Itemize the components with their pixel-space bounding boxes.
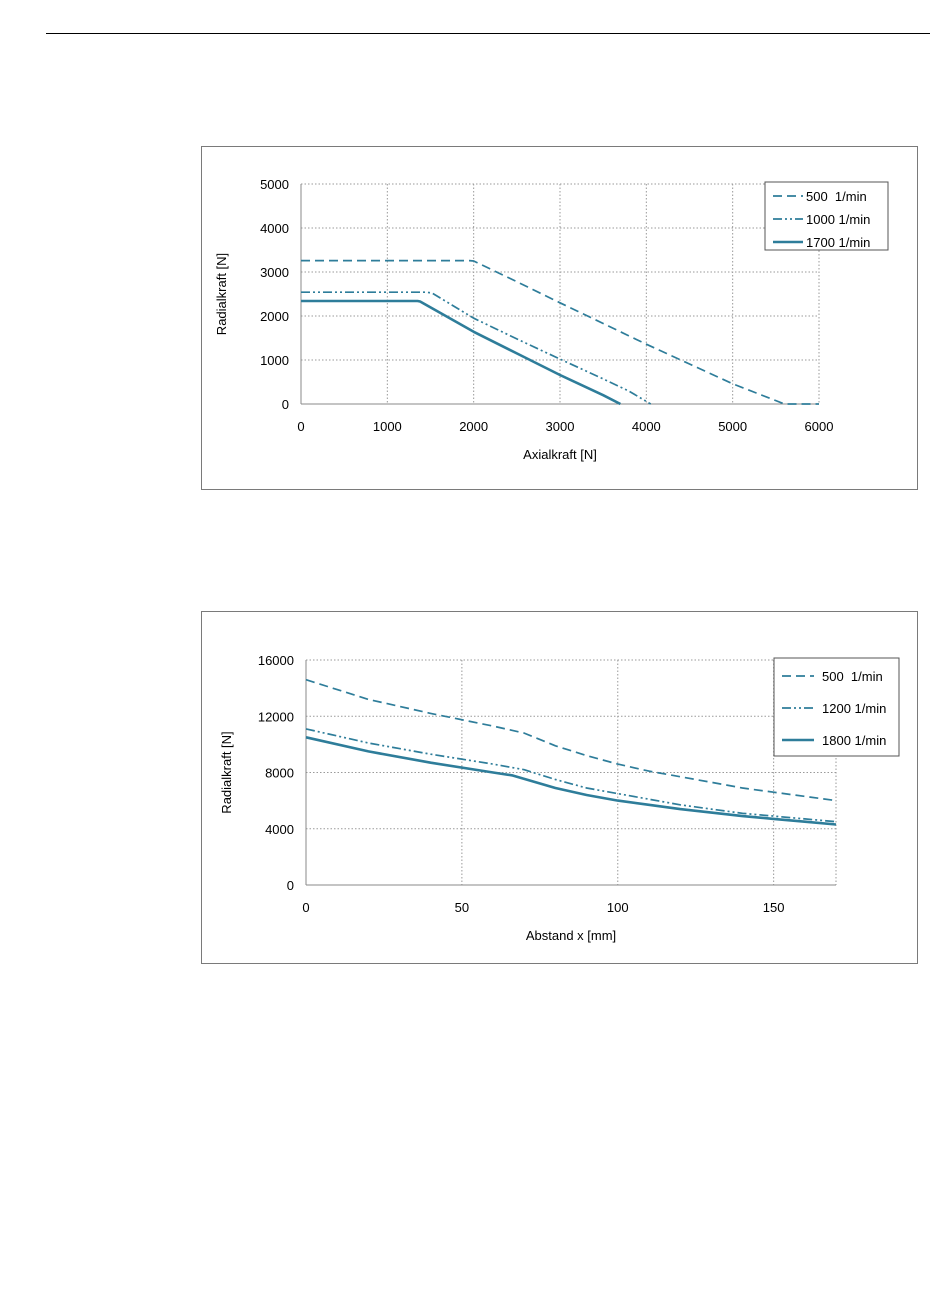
- x-tick-label: 4000: [632, 419, 661, 434]
- legend-label-2: 1000 1/min: [806, 212, 870, 227]
- y-axis-title: Radialkraft [N]: [219, 731, 234, 813]
- series-line-2: [301, 291, 652, 405]
- legend-box: [764, 181, 889, 251]
- legend-label-1: 500 1/min: [806, 189, 867, 204]
- x-tick-label: 5000: [718, 419, 747, 434]
- x-tick-label: 3000: [546, 419, 575, 434]
- y-tick-label: 4000: [260, 221, 289, 236]
- series-line-2: [305, 728, 837, 823]
- x-axis-title: Abstand x [mm]: [526, 928, 616, 943]
- x-axis-title: Axialkraft [N]: [523, 447, 597, 462]
- x-tick-label: 50: [455, 900, 469, 915]
- x-tick-label: 2000: [459, 419, 488, 434]
- x-tick-label: 0: [302, 900, 309, 915]
- series-line-3: [301, 299, 621, 406]
- y-tick-label: 16000: [258, 653, 294, 668]
- y-tick-label: 0: [287, 878, 294, 893]
- y-axis-title: Radialkraft [N]: [214, 253, 229, 335]
- series-line-3: [305, 736, 837, 826]
- y-tick-label: 4000: [265, 822, 294, 837]
- x-tick-label: 150: [763, 900, 785, 915]
- page-header-rule: [46, 33, 930, 34]
- series-line-1: [305, 678, 837, 802]
- y-tick-label: 8000: [265, 766, 294, 781]
- x-tick-label: 0: [297, 419, 304, 434]
- series-line-1: [301, 259, 819, 405]
- x-tick-label: 6000: [805, 419, 834, 434]
- legend-label-3: 1700 1/min: [806, 235, 870, 250]
- y-tick-label: 12000: [258, 709, 294, 724]
- y-tick-label: 5000: [260, 177, 289, 192]
- x-tick-label: 1000: [373, 419, 402, 434]
- x-tick-label: 100: [607, 900, 629, 915]
- chart-axial-radial: 0 1000 2000 3000 4000 5000 6000 0 1000 2000 3000 40…: [214, 177, 889, 462]
- y-tick-label: 3000: [260, 265, 289, 280]
- legend-label-1: 500 1/min: [822, 669, 883, 684]
- y-tick-label: 2000: [260, 309, 289, 324]
- legend-label-3: 1800 1/min: [822, 733, 886, 748]
- chart-axial-radial-frame: 0 1000 2000 3000 4000 5000 6000 0 1000 2000 3000 40…: [201, 146, 918, 490]
- y-tick-label: 0: [282, 397, 289, 412]
- chart-distance-radial-frame: 0 50 100 150 0 4000 8000 12000 16000 Abstand x [m…: [201, 611, 918, 964]
- y-tick-label: 1000: [260, 353, 289, 368]
- chart-distance-radial: 0 50 100 150 0 4000 8000 12000 16000 Abstand x [m…: [219, 653, 900, 943]
- legend-label-2: 1200 1/min: [822, 701, 886, 716]
